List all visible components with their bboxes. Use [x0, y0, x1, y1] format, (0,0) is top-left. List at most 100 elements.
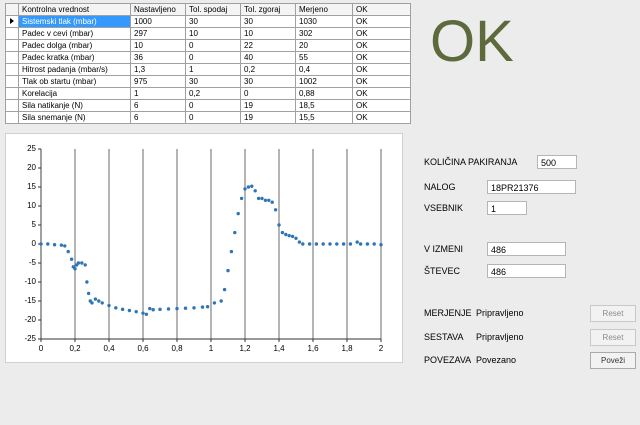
data-point: [107, 303, 111, 308]
action-button[interactable]: Reset: [590, 329, 636, 346]
y-tick-label: 0: [32, 239, 37, 248]
text-input[interactable]: 486: [487, 264, 566, 278]
x-tick-label: 1,6: [307, 344, 319, 353]
table-cell: OK: [352, 15, 411, 28]
action-button[interactable]: Reset: [590, 305, 636, 322]
state-label: POVEZAVA: [424, 355, 472, 365]
table-row[interactable]: Korelacija 1 0,2 0 0,88 OK: [5, 87, 411, 100]
table-cell: OK: [352, 39, 411, 52]
row-indicator: [5, 39, 19, 52]
data-point: [76, 261, 81, 265]
data-point: [80, 261, 84, 265]
data-point: [297, 240, 302, 244]
data-point: [63, 244, 67, 248]
row-indicator: [5, 111, 19, 124]
table-cell: 20: [295, 39, 353, 52]
table-cell: 1000: [130, 15, 186, 28]
y-tick-label: -25: [24, 334, 36, 343]
y-tick-label: 20: [27, 163, 36, 172]
y-tick-label: 10: [27, 201, 36, 210]
data-point: [328, 242, 332, 246]
y-tick-label: -20: [24, 315, 36, 324]
y-tick-label: -10: [24, 277, 36, 286]
state-label: SESTAVA: [424, 332, 464, 342]
data-point: [127, 308, 132, 313]
table-cell: 19: [240, 99, 296, 112]
data-point: [114, 306, 118, 310]
table-cell: 40: [240, 51, 296, 64]
data-point: [151, 308, 155, 312]
table-cell: 302: [295, 27, 353, 40]
data-point: [253, 189, 257, 193]
table-cell: 30: [240, 15, 296, 28]
status-ok: OK: [430, 9, 514, 74]
y-tick-label: -5: [29, 258, 37, 267]
row-indicator: [5, 63, 19, 76]
y-tick-label: 5: [32, 220, 37, 229]
data-point: [348, 242, 353, 246]
data-point: [239, 196, 244, 201]
table-cell: Sila natikanje (N): [18, 99, 131, 112]
row-indicator: [5, 99, 19, 112]
data-point: [233, 230, 237, 235]
table-cell: 10: [240, 27, 296, 40]
data-point: [83, 263, 87, 267]
table-row[interactable]: Padec dolga (mbar) 10 0 22 20 OK: [5, 39, 411, 52]
text-input[interactable]: 18PR21376: [487, 180, 576, 194]
table-row[interactable]: Sila snemanje (N) 6 0 19 15,5 OK: [5, 111, 411, 124]
x-tick-label: 1,4: [273, 344, 285, 353]
table-cell: 30: [185, 75, 241, 88]
data-point: [183, 306, 188, 310]
data-point: [166, 307, 171, 311]
column-header: Tol. zgoraj: [240, 3, 296, 16]
field-label: ŠTEVEC: [424, 266, 461, 276]
table-cell: 1: [185, 63, 241, 76]
data-point: [301, 242, 305, 246]
table-cell: Sistemski tlak (mbar): [18, 15, 131, 28]
table-cell: 0,2: [185, 87, 241, 100]
table-cell: 975: [130, 75, 186, 88]
table-cell: OK: [352, 51, 411, 64]
action-button[interactable]: Poveži: [590, 352, 636, 369]
table-cell: Tlak ob startu (mbar): [18, 75, 131, 88]
table-cell: OK: [352, 87, 411, 100]
data-point: [39, 242, 43, 246]
x-tick-label: 0,8: [171, 344, 183, 353]
row-pointer: [10, 17, 14, 24]
row-indicator-header: [5, 3, 19, 16]
table-cell: 297: [130, 27, 186, 40]
field-label: KOLIČINA PAKIRANJA: [424, 157, 518, 167]
data-point: [307, 242, 312, 246]
y-tick-label: 15: [27, 182, 36, 191]
table-row[interactable]: Padec v cevi (mbar) 297 10 10 302 OK: [5, 27, 411, 40]
data-point: [243, 187, 247, 191]
data-point: [192, 306, 196, 310]
data-point: [90, 301, 94, 305]
table-cell: Sila snemanje (N): [18, 111, 131, 124]
table-row[interactable]: Hitrost padanja (mbar/s) 1,3 1 0,2 0,4 OK: [5, 63, 411, 76]
x-tick-label: 0,2: [69, 344, 81, 353]
header-row: Kontrolna vrednost Nastavljeno Tol. spodaj…: [5, 3, 411, 16]
text-input[interactable]: 1: [487, 201, 527, 215]
data-point: [335, 242, 339, 246]
data-point: [229, 249, 234, 254]
data-point: [120, 307, 125, 312]
field-label: V IZMENI: [424, 244, 464, 254]
text-input[interactable]: 486: [487, 242, 566, 256]
text-input[interactable]: 500: [537, 155, 577, 169]
data-point: [236, 211, 240, 216]
data-point: [287, 233, 291, 238]
data-point: [148, 306, 152, 311]
table-row[interactable]: Sila natikanje (N) 6 0 19 18,5 OK: [5, 99, 411, 112]
data-point: [256, 196, 261, 201]
table-cell: 1030: [295, 15, 353, 28]
data-point: [73, 267, 77, 271]
table-cell: 36: [130, 51, 186, 64]
table-cell: OK: [352, 63, 411, 76]
state-value: Pripravljeno: [476, 308, 524, 318]
x-tick-label: 1: [209, 344, 214, 353]
table-row[interactable]: Tlak ob startu (mbar) 975 30 30 1002 OK: [5, 75, 411, 88]
table-row[interactable]: Sistemski tlak (mbar) 1000 30 30 1030 OK: [5, 15, 411, 28]
data-point: [250, 184, 254, 188]
table-row[interactable]: Padec kratka (mbar) 36 0 40 55 OK: [5, 51, 411, 64]
